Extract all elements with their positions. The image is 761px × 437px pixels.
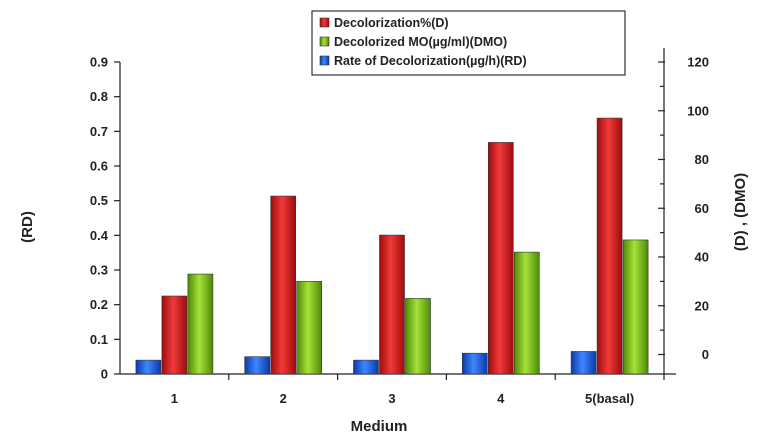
left-tick-label: 0.1 — [90, 332, 108, 347]
left-tick-label: 0.2 — [90, 297, 108, 312]
right-tick-label: 120 — [687, 55, 709, 70]
legend-swatch — [319, 17, 330, 28]
bar-2-series-2 — [296, 281, 323, 375]
bar-5(basal)-series-2 — [622, 239, 649, 375]
right-tick-label: 80 — [695, 152, 709, 167]
bar-5(basal)-series-1 — [596, 117, 623, 375]
x-tick-label: 5(basal) — [585, 391, 634, 406]
left-axis-title: (RD) — [19, 211, 36, 243]
bar-3-series-2 — [405, 298, 431, 375]
left-tick-label: 0 — [101, 367, 108, 382]
left-tick-label: 0.3 — [90, 263, 108, 278]
right-tick-label: 0 — [702, 347, 709, 362]
x-tick-label: 3 — [388, 391, 395, 406]
right-tick-label: 40 — [695, 250, 709, 265]
x-tick-label: 4 — [497, 391, 505, 406]
bar-1-series-2 — [187, 273, 214, 375]
right-tick-label: 100 — [687, 103, 709, 118]
x-tick-label: 1 — [171, 391, 178, 406]
x-axis: 1 2 3 4 5(basal) — [120, 373, 676, 406]
left-tick-label: 0.7 — [90, 124, 108, 139]
bar-2-series-1 — [270, 195, 297, 375]
legend-box — [311, 10, 626, 76]
x-tick-label: 2 — [280, 391, 287, 406]
legend-label: Decolorized MO(µg/ml)(DMO) — [334, 35, 507, 49]
bar-3-series-1 — [379, 234, 405, 375]
legend-swatch — [319, 55, 330, 66]
legend-label: Decolorization%(D) — [334, 16, 449, 30]
bars — [135, 117, 649, 375]
right-tick-label: 60 — [695, 201, 709, 216]
bar-3-series-0 — [353, 359, 379, 375]
legend-swatch — [319, 36, 330, 47]
left-y-axis: 0 0.1 0.2 0.3 0.4 0.5 0.6 0.7 0.8 0.9 — [90, 55, 121, 382]
bar-5(basal)-series-0 — [570, 351, 597, 375]
bar-4-series-1 — [487, 142, 514, 375]
left-tick-label: 0.9 — [90, 55, 108, 70]
left-tick-label: 0.6 — [90, 159, 108, 174]
bar-1-series-0 — [135, 359, 162, 375]
x-axis-title: Medium — [351, 418, 408, 435]
bar-2-series-0 — [244, 356, 270, 375]
right-axis-title: (D) , (DMO) — [732, 173, 749, 251]
bar-4-series-2 — [513, 251, 540, 375]
left-tick-label: 0.4 — [90, 228, 109, 243]
left-tick-label: 0.5 — [90, 193, 108, 208]
left-tick-label: 0.8 — [90, 89, 108, 104]
bar-1-series-1 — [161, 295, 188, 375]
bar-4-series-0 — [461, 352, 488, 375]
right-y-axis: 0 20 40 60 80 100 120 — [658, 48, 709, 374]
right-tick-label: 20 — [695, 298, 709, 313]
legend: Decolorization%(D) Decolorized MO(µg/ml)(… — [311, 10, 626, 76]
legend-label: Rate of Decolorization(µg/h)(RD) — [334, 54, 527, 68]
